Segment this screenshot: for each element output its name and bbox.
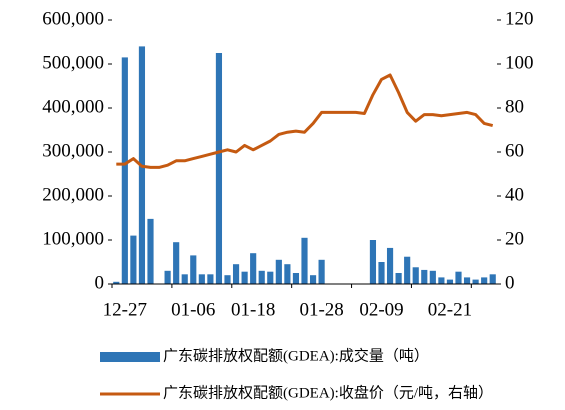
bar — [181, 274, 188, 284]
bar — [130, 235, 137, 284]
bar — [386, 247, 394, 284]
y-tick-label: 200,000 — [42, 184, 104, 205]
y-tick-label: 100,000 — [42, 228, 104, 249]
bar — [309, 275, 317, 284]
bar — [284, 264, 291, 284]
y-tick-label: 400,000 — [42, 96, 104, 117]
x-tick-label: 01-28 — [299, 299, 343, 320]
x-tick-label: 01-06 — [171, 299, 215, 320]
bar — [224, 275, 231, 284]
bar — [215, 53, 223, 284]
bar — [147, 218, 154, 284]
bar — [404, 256, 411, 284]
bar — [207, 274, 214, 284]
bar — [446, 279, 454, 284]
bar — [250, 253, 257, 284]
bar — [275, 259, 282, 284]
bar — [301, 237, 308, 284]
bar — [318, 259, 325, 284]
legend-label: 广东碳排放权配额(GDEA):收盘价（元/吨，右轴） — [163, 383, 493, 401]
bar — [369, 240, 377, 284]
y-tick-label: 600,000 — [42, 8, 104, 29]
bar — [241, 271, 248, 284]
bar — [292, 273, 300, 284]
bar — [232, 264, 240, 284]
y2-tick-label: 40 — [505, 184, 524, 205]
bar — [121, 57, 128, 285]
y-tick-label: 300,000 — [42, 140, 104, 161]
x-tick-label: 02-21 — [428, 299, 472, 320]
bar — [438, 277, 445, 284]
bar — [173, 242, 180, 284]
bar — [481, 277, 488, 284]
bar — [164, 270, 171, 284]
bar — [258, 270, 265, 284]
y2-tick-label: 100 — [505, 52, 534, 73]
bar — [395, 273, 402, 284]
y2-tick-label: 120 — [505, 8, 534, 29]
bar — [429, 270, 436, 284]
bar — [463, 277, 471, 284]
bar — [378, 262, 385, 284]
x-tick-label: 02-09 — [359, 299, 403, 320]
bar — [489, 274, 496, 284]
legend-label: 广东碳排放权配额(GDEA):成交量（吨） — [163, 346, 429, 364]
bar — [198, 274, 205, 284]
y2-tick-label: 0 — [505, 272, 515, 293]
legend-swatch — [100, 352, 160, 362]
bar — [412, 267, 419, 284]
y2-tick-label: 60 — [505, 140, 524, 161]
y2-tick-label: 80 — [505, 96, 524, 117]
y-tick-label: 500,000 — [42, 52, 104, 73]
x-tick-label: 12-27 — [103, 299, 147, 320]
y2-tick-label: 20 — [505, 228, 524, 249]
bar — [113, 281, 120, 284]
x-tick-label: 01-18 — [231, 299, 275, 320]
bar — [190, 255, 197, 284]
bar — [455, 271, 462, 284]
line — [116, 73, 494, 169]
bar — [472, 279, 479, 284]
bar — [267, 271, 274, 284]
bar — [421, 269, 428, 284]
y-tick-label: 0 — [95, 272, 105, 293]
